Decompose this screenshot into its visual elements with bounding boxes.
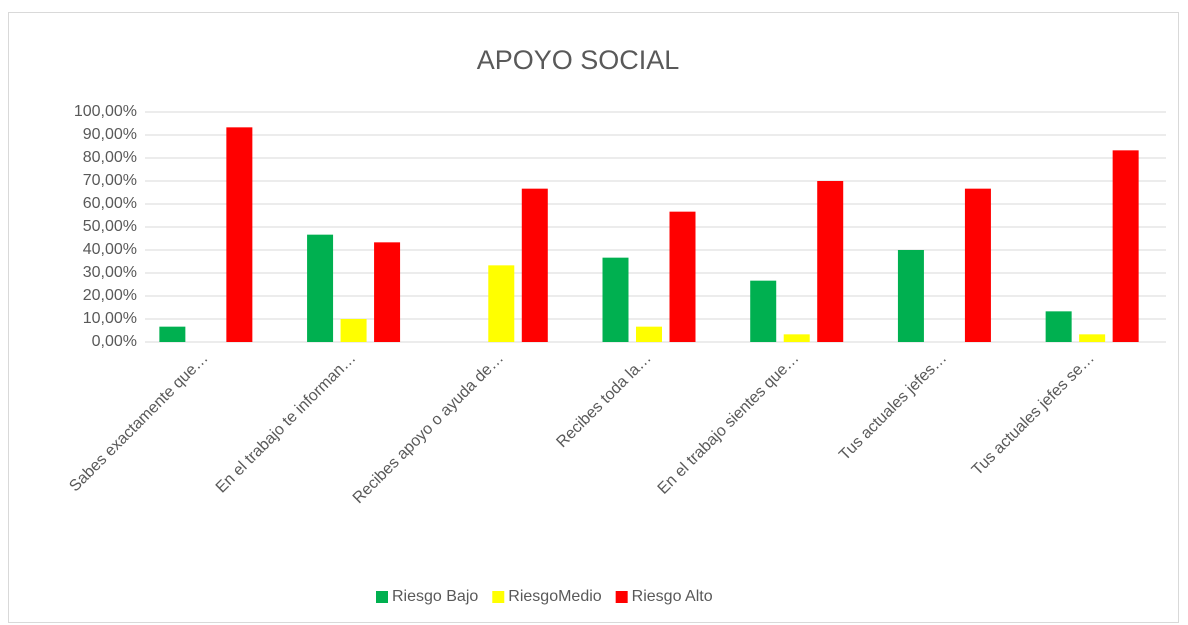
y-tick-label: 90,00% xyxy=(83,126,137,143)
bar xyxy=(340,319,367,342)
y-tick-label: 50,00% xyxy=(83,218,137,235)
legend-swatch xyxy=(492,591,505,603)
bar xyxy=(159,326,186,342)
y-tick-label: 30,00% xyxy=(83,264,137,281)
y-tick-label: 40,00% xyxy=(83,241,137,258)
bar xyxy=(669,211,696,342)
bar xyxy=(636,326,662,342)
legend-label: Riesgo Bajo xyxy=(392,588,478,605)
bar xyxy=(521,188,548,342)
bar xyxy=(817,181,844,342)
chart-title: APOYO SOCIAL xyxy=(477,45,680,75)
legend-swatch xyxy=(376,591,388,603)
bar xyxy=(602,257,629,342)
y-tick-label: 20,00% xyxy=(83,287,137,304)
bar xyxy=(1045,311,1072,342)
y-tick-label: 100,00% xyxy=(74,103,137,120)
bar xyxy=(488,265,515,342)
legend-swatch xyxy=(615,591,628,603)
chart-frame xyxy=(8,12,1179,623)
bar xyxy=(307,234,334,342)
bar xyxy=(226,127,253,342)
y-tick-label: 10,00% xyxy=(83,310,137,327)
bar xyxy=(964,188,991,342)
legend-label: Riesgo Alto xyxy=(632,588,713,605)
y-tick-label: 60,00% xyxy=(83,195,137,212)
bar xyxy=(897,250,924,342)
bar xyxy=(1079,334,1106,342)
bar xyxy=(1112,150,1139,342)
y-tick-label: 70,00% xyxy=(83,172,137,189)
legend-label: RiesgoMedio xyxy=(508,588,601,605)
y-tick-label: 0,00% xyxy=(92,333,137,350)
bar xyxy=(750,280,777,342)
bar xyxy=(374,242,401,342)
bar xyxy=(783,334,810,342)
y-tick-label: 80,00% xyxy=(83,149,137,166)
